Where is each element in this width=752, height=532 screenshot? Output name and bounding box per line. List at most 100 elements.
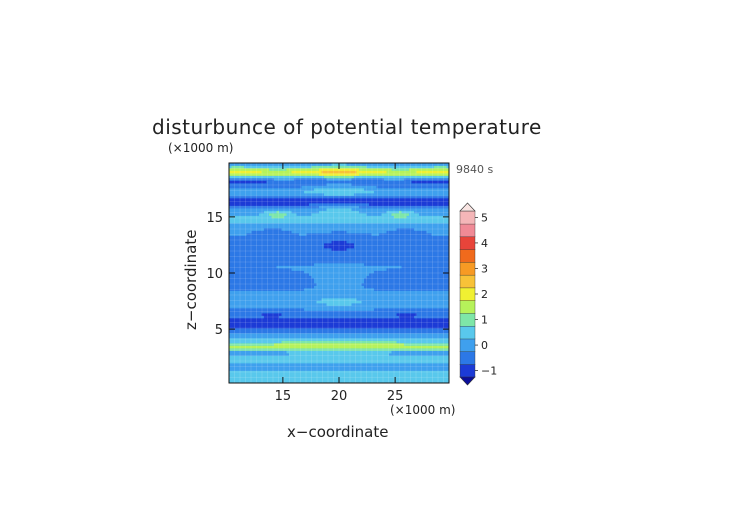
field-cell bbox=[269, 245, 272, 249]
field-cell bbox=[444, 293, 447, 296]
field-cell bbox=[384, 260, 387, 264]
field-cell bbox=[274, 295, 277, 299]
field-cell bbox=[336, 288, 340, 291]
field-cell bbox=[369, 275, 372, 279]
field-cell bbox=[381, 348, 385, 351]
field-cell bbox=[326, 273, 330, 276]
field-cell bbox=[279, 330, 282, 334]
field-cell bbox=[379, 375, 382, 379]
field-cell bbox=[349, 253, 352, 256]
field-cell bbox=[331, 303, 335, 306]
field-cell bbox=[234, 283, 237, 286]
field-cell bbox=[376, 370, 380, 374]
field-cell bbox=[241, 300, 245, 304]
field-cell bbox=[329, 343, 332, 346]
field-cell bbox=[271, 365, 275, 369]
field-cell bbox=[236, 245, 240, 249]
field-cell bbox=[341, 345, 345, 349]
field-cell bbox=[376, 263, 380, 266]
field-cell bbox=[391, 335, 395, 339]
field-cell bbox=[426, 343, 430, 346]
field-cell bbox=[304, 320, 307, 324]
field-cell bbox=[326, 335, 330, 339]
field-cell bbox=[399, 355, 402, 359]
field-cell bbox=[239, 293, 242, 296]
field-cell bbox=[404, 245, 407, 249]
field-cell bbox=[269, 318, 272, 321]
field-cell bbox=[251, 278, 255, 281]
field-cell bbox=[426, 353, 430, 356]
field-cell bbox=[321, 298, 325, 301]
field-cell bbox=[441, 248, 445, 251]
field-cell bbox=[279, 245, 282, 249]
field-cell bbox=[269, 263, 272, 266]
field-cell bbox=[429, 280, 432, 284]
field-cell bbox=[294, 355, 297, 359]
field-cell bbox=[286, 370, 290, 374]
field-cell bbox=[246, 283, 250, 286]
field-cell bbox=[294, 310, 297, 314]
field-cell bbox=[321, 275, 325, 279]
field-cell bbox=[284, 353, 287, 356]
field-cell bbox=[436, 273, 440, 276]
field-cell bbox=[264, 280, 267, 284]
field-cell bbox=[439, 273, 442, 276]
field-cell bbox=[421, 250, 425, 254]
field-cell bbox=[279, 353, 282, 356]
field-cell bbox=[419, 268, 422, 271]
field-cell bbox=[351, 263, 355, 266]
field-cell bbox=[439, 365, 442, 369]
field-cell bbox=[356, 340, 360, 344]
field-cell bbox=[336, 280, 340, 284]
field-cell bbox=[431, 335, 435, 339]
field-cell bbox=[321, 333, 325, 336]
field-cell bbox=[356, 380, 360, 384]
field-cell bbox=[371, 358, 375, 361]
field-cell bbox=[331, 300, 335, 304]
field-cell bbox=[399, 360, 402, 364]
field-cell bbox=[291, 278, 295, 281]
field-cell bbox=[339, 318, 342, 321]
field-cell bbox=[309, 380, 312, 384]
field-cell bbox=[444, 370, 447, 374]
field-cell bbox=[299, 270, 302, 274]
field-cell bbox=[329, 355, 332, 359]
field-cell bbox=[279, 310, 282, 314]
field-cell bbox=[434, 290, 437, 294]
field-cell bbox=[279, 355, 282, 359]
field-cell bbox=[431, 313, 435, 316]
field-cell bbox=[294, 348, 297, 351]
field-cell bbox=[381, 335, 385, 339]
field-cell bbox=[271, 280, 275, 284]
field-cell bbox=[256, 348, 260, 351]
field-cell bbox=[429, 245, 432, 249]
field-cell bbox=[234, 303, 237, 306]
field-cell bbox=[239, 325, 242, 329]
field-cell bbox=[416, 270, 420, 274]
field-cell bbox=[401, 243, 405, 246]
field-cell bbox=[294, 258, 297, 261]
field-cell bbox=[361, 280, 365, 284]
field-cell bbox=[429, 278, 432, 281]
field-cell bbox=[339, 315, 342, 319]
field-cell bbox=[389, 370, 392, 374]
field-cell bbox=[416, 248, 420, 251]
field-cell bbox=[366, 275, 370, 279]
field-cell bbox=[434, 265, 437, 269]
field-cell bbox=[419, 318, 422, 321]
field-cell bbox=[381, 253, 385, 256]
field-cell bbox=[251, 370, 255, 374]
field-cell bbox=[436, 355, 440, 359]
field-cell bbox=[344, 343, 347, 346]
field-cell bbox=[371, 365, 375, 369]
field-cell bbox=[391, 328, 395, 331]
field-cell bbox=[289, 330, 292, 334]
field-cell bbox=[409, 258, 412, 261]
field-cell bbox=[344, 370, 347, 374]
field-cell bbox=[381, 275, 385, 279]
field-cell bbox=[319, 290, 322, 294]
field-cell bbox=[394, 280, 397, 284]
field-cell bbox=[354, 265, 357, 269]
field-cell bbox=[301, 253, 305, 256]
field-cell bbox=[314, 378, 317, 381]
